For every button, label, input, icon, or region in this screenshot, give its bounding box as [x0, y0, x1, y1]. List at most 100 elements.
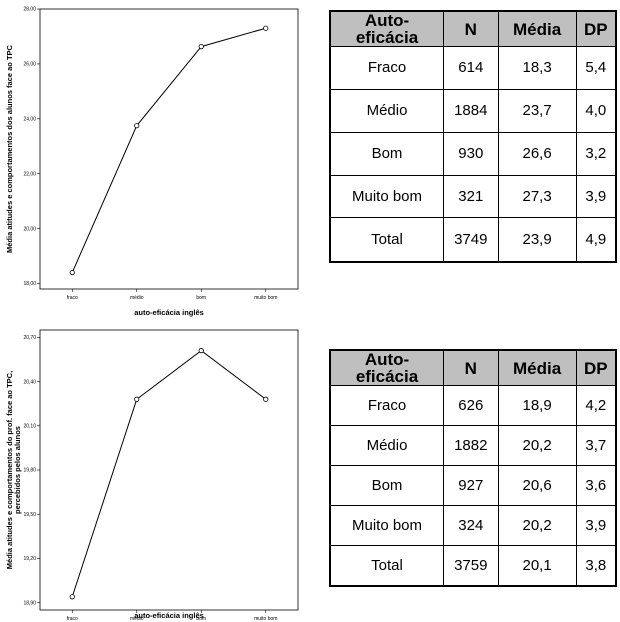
table-header-cell: Auto-eficácia: [329, 349, 445, 386]
data-point: [69, 269, 75, 276]
x-tick-label: médio: [130, 295, 144, 301]
table-header-cell: Média: [497, 10, 577, 47]
y-tick-label: 20,70: [23, 335, 36, 341]
data-point: [198, 348, 204, 354]
table-header-cell: DP: [575, 349, 617, 386]
value-cell: 614: [443, 46, 499, 90]
x-tick-label: muito bom: [254, 295, 277, 301]
row-label-cell: Muito bom: [329, 174, 445, 219]
row-label-cell: Total: [329, 217, 445, 263]
series-line: [71, 27, 266, 273]
table-header-cell: Média: [497, 349, 577, 386]
row-label-cell: Médio: [329, 424, 445, 466]
data-point: [134, 396, 140, 402]
y-tick-label: 24,00: [23, 117, 36, 123]
value-cell: 23,9: [497, 217, 577, 263]
value-cell: 1882: [443, 424, 499, 466]
y-tick-label: 18,00: [23, 281, 36, 287]
y-axis-title-line: percebidos pelos alunos: [13, 426, 22, 514]
value-cell: 3749: [443, 217, 499, 263]
series-line: [71, 350, 267, 597]
y-tick-label: 22,00: [23, 171, 36, 177]
value-cell: 3,9: [575, 504, 617, 546]
table-row: Fraco 614 18,3 5,4: [329, 46, 617, 90]
x-axis-title: auto-eficácia inglês: [134, 611, 204, 620]
value-cell: 324: [443, 504, 499, 546]
x-tick-label: bom: [196, 295, 206, 301]
table-header-cell: N: [443, 349, 499, 386]
row-label-cell: Fraco: [329, 385, 445, 426]
y-tick-label: 18,90: [23, 600, 36, 606]
x-tick-label: fraco: [67, 295, 78, 301]
y-tick-label: 19,50: [23, 512, 36, 518]
value-cell: 18,9: [497, 385, 577, 426]
value-cell: 3,9: [575, 174, 617, 219]
table-row: Muito bom 324 20,2 3,9: [329, 504, 617, 546]
y-tick-label: 19,20: [23, 556, 36, 562]
y-tick-label: 20,00: [23, 226, 36, 232]
value-cell: 3,6: [575, 464, 617, 506]
data-point: [134, 123, 140, 129]
value-cell: 26,6: [497, 131, 577, 176]
table-row: Total 3749 23,9 4,9: [329, 217, 617, 263]
x-tick-label: muito bom: [254, 616, 277, 622]
value-cell: 4,0: [575, 88, 617, 133]
x-tick-label: médio: [130, 616, 144, 622]
data-point: [263, 25, 269, 31]
x-axis-title: auto-eficácia inglês: [134, 308, 204, 317]
table-1-self-efficacy-stats: Auto-eficácia N Média DP Fraco 614 18,3 5,4 Médi…: [329, 10, 617, 263]
value-cell: 20,6: [497, 464, 577, 506]
value-cell: 20,2: [497, 424, 577, 466]
x-tick-label: bom: [196, 616, 206, 622]
y-tick-label: 28,00: [23, 7, 36, 13]
chart-2-line-chart: 18,90 19,20 19,50 19,80 20,10 20,40 20,70 fraco…: [5, 329, 299, 622]
table-row: Bom 927 20,6 3,6: [329, 464, 617, 506]
value-cell: 927: [443, 464, 499, 506]
data-point: [198, 44, 204, 50]
value-cell: 3,8: [575, 544, 617, 587]
plot-frame: [39, 8, 299, 290]
value-cell: 3,2: [575, 131, 617, 176]
y-tick-label: 26,00: [23, 62, 36, 68]
table-header-cell: N: [443, 10, 499, 47]
value-cell: 1884: [443, 88, 499, 133]
table-row: Bom 930 26,6 3,2: [329, 131, 617, 176]
row-label-cell: Médio: [329, 88, 445, 133]
value-cell: 20,1: [497, 544, 577, 587]
table-row: Muito bom 321 27,3 3,9: [329, 174, 617, 219]
value-cell: 626: [443, 385, 499, 426]
y-tick-label: 20,40: [23, 379, 36, 385]
data-point: [263, 396, 269, 402]
value-cell: 3,7: [575, 424, 617, 466]
value-cell: 4,9: [575, 217, 617, 263]
value-cell: 930: [443, 131, 499, 176]
row-label-cell: Fraco: [329, 46, 445, 90]
value-cell: 3759: [443, 544, 499, 587]
x-tick-label: fraco: [67, 616, 78, 622]
plot-frame: [39, 329, 299, 611]
row-label-cell: Total: [329, 544, 445, 587]
table-header-cell: DP: [575, 10, 617, 47]
table-2-self-efficacy-stats: Auto-eficácia N Média DP Fraco 626 18,9 4,2 Médi…: [329, 349, 617, 587]
row-label-cell: Bom: [329, 464, 445, 506]
table-row: Médio 1884 23,7 4,0: [329, 88, 617, 133]
value-cell: 18,3: [497, 46, 577, 90]
table-header-cell: Auto-eficácia: [329, 10, 445, 47]
y-axis-title: Média atitudes e comportamentos dos alun…: [5, 44, 14, 253]
y-tick-label: 20,10: [23, 423, 36, 429]
value-cell: 23,7: [497, 88, 577, 133]
value-cell: 321: [443, 174, 499, 219]
y-axis-title-line: Média atitudes e comportamentos do prof.…: [5, 371, 14, 569]
data-point: [69, 594, 75, 600]
table-row: Total 3759 20,1 3,8: [329, 544, 617, 587]
table-row: Médio 1882 20,2 3,7: [329, 424, 617, 466]
value-cell: 4,2: [575, 385, 617, 426]
y-tick-label: 19,80: [23, 468, 36, 474]
row-label-cell: Bom: [329, 131, 445, 176]
chart-1-line-chart: 18,00 20,00 22,00 24,00 26,00 28,00 fraco médio…: [5, 7, 299, 317]
value-cell: 27,3: [497, 174, 577, 219]
row-label-cell: Muito bom: [329, 504, 445, 546]
table-row: Fraco 626 18,9 4,2: [329, 385, 617, 426]
value-cell: 20,2: [497, 504, 577, 546]
value-cell: 5,4: [575, 46, 617, 90]
